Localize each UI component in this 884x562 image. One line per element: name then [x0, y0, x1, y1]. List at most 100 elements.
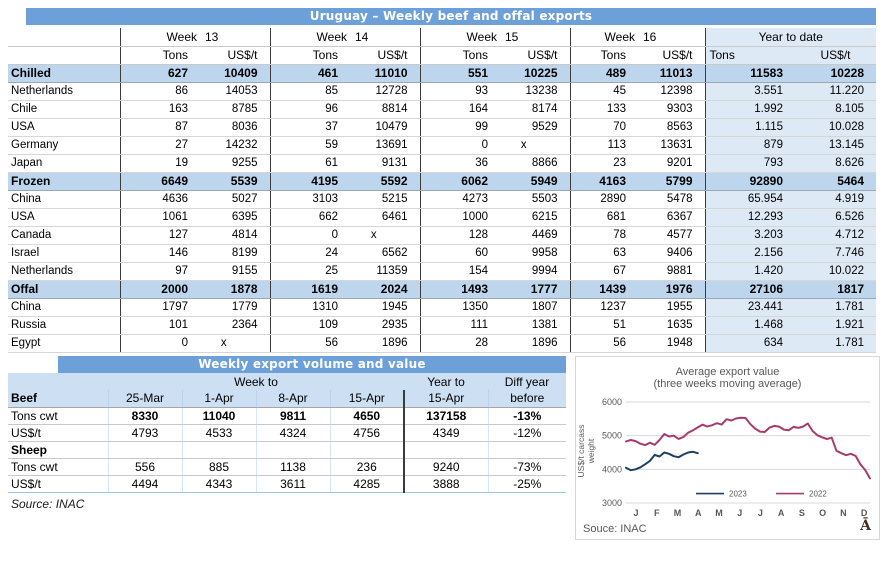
value-cell: 6562 — [350, 244, 420, 263]
value-cell: 92890 — [704, 171, 795, 191]
value-cell: 60 — [419, 244, 500, 263]
export-value-chart: Average export value (three weeks moving… — [575, 356, 880, 540]
value-cell: 627 — [119, 63, 200, 83]
value-cell: 109 — [269, 316, 350, 335]
value-cell: 59 — [269, 136, 350, 155]
value-cell: 10409 — [200, 63, 270, 83]
date-header: 8-Apr — [255, 390, 330, 408]
value-cell: 128 — [419, 226, 500, 245]
value-cell: 133 — [569, 100, 638, 119]
section-row-offal: Offal 2000 1878 1619 2024 1493 1777 1439 1976 271… — [8, 279, 876, 299]
value-cell: 85 — [269, 82, 350, 101]
value-cell: 13631 — [638, 136, 705, 155]
country-row-canada: Canada 127 4814 0 x 128 4469 78 4577 3.203 4.712 — [8, 226, 876, 245]
value-cell: 37 — [269, 118, 350, 137]
exports-table: Week 13 Week 14 Week 15 Week 16 Year to date Tons… — [8, 28, 876, 353]
week-to-header: Week to — [108, 373, 404, 390]
value-cell: 1.781 — [795, 334, 876, 353]
series-2023 — [625, 450, 699, 472]
country-row-china: China 1797 1779 1310 1945 1350 1807 1237 1955 23.… — [8, 298, 876, 317]
value-cell: 1635 — [638, 316, 705, 335]
row-label: US$/t — [8, 424, 108, 442]
value-cell: 1493 — [419, 279, 500, 299]
value-cell: 2364 — [200, 316, 270, 335]
row-label: Tons cwt — [8, 458, 108, 476]
x-tick-label: M — [715, 508, 723, 518]
value-cell: 6649 — [119, 171, 200, 191]
usd-unit-header: US$/t — [638, 46, 705, 65]
value-cell: 3888 — [403, 475, 488, 493]
value-cell: 27 — [119, 136, 200, 155]
value-cell: 12728 — [350, 82, 420, 101]
value-cell: 1797 — [119, 298, 200, 317]
value-cell: 13691 — [350, 136, 420, 155]
value-cell: 3103 — [269, 190, 350, 209]
value-cell: 4195 — [269, 171, 350, 191]
value-cell: 7.746 — [795, 244, 876, 263]
row-label: US$/t — [8, 475, 108, 493]
date-header: 1-Apr — [181, 390, 256, 408]
value-cell: 2000 — [119, 279, 200, 299]
value-cell: 681 — [569, 208, 638, 227]
value-cell: x — [200, 334, 270, 353]
value-cell: -13% — [487, 407, 566, 425]
value-cell: 146 — [119, 244, 200, 263]
series-2022 — [625, 416, 871, 480]
value-cell: x — [500, 136, 570, 155]
value-cell: 8330 — [107, 407, 182, 425]
year-to-header: Year to — [404, 373, 488, 390]
value-cell: 4636 — [119, 190, 200, 209]
value-cell: 3611 — [255, 475, 330, 493]
value-cell: 1948 — [638, 334, 705, 353]
value-cell: 154 — [419, 262, 500, 281]
x-tick-label: M — [674, 508, 682, 518]
row-label: China — [8, 190, 120, 209]
value-cell: 4273 — [419, 190, 500, 209]
value-cell: 70 — [569, 118, 638, 137]
country-row-russia: Russia 101 2364 109 2935 111 1381 51 1635 1.468 1.… — [8, 316, 876, 335]
chart-source: Souce: INAC — [583, 523, 647, 535]
value-cell: 4.712 — [795, 226, 876, 245]
value-cell: 1350 — [419, 298, 500, 317]
value-cell: 1817 — [795, 279, 876, 299]
value-cell: 8199 — [200, 244, 270, 263]
country-row-netherlands: Netherlands 86 14053 85 12728 93 13238 45 12398 3… — [8, 82, 876, 101]
value-cell: 9529 — [500, 118, 570, 137]
value-cell: 6461 — [350, 208, 420, 227]
y-tick-label: 6000 — [602, 397, 622, 407]
value-cell: 10228 — [795, 63, 876, 83]
value-cell: 551 — [419, 63, 500, 83]
country-row-egypt: Egypt 0 x 56 1896 28 1896 56 1948 634 1.781 — [8, 334, 876, 353]
value-cell: 1.468 — [704, 316, 795, 335]
value-cell: 4349 — [403, 424, 488, 442]
value-cell: 12.293 — [704, 208, 795, 227]
legend-label-2023: 2023 — [729, 490, 747, 499]
date-header: 25-Mar — [107, 390, 182, 408]
row-label: Netherlands — [8, 262, 120, 281]
value-cell: 99 — [419, 118, 500, 137]
value-cell: 9406 — [638, 244, 705, 263]
value-cell: 2890 — [569, 190, 638, 209]
week-header-label: Week — [419, 28, 500, 47]
value-cell: 78 — [569, 226, 638, 245]
value-cell: 10479 — [350, 118, 420, 137]
value-cell: 6395 — [200, 208, 270, 227]
data-row-tons-cwt-3: Tons cwt 556 885 1138 236 9240 -73% — [8, 458, 566, 476]
value-cell: 1.921 — [795, 316, 876, 335]
value-cell: 127 — [119, 226, 200, 245]
country-row-germany: Germany 27 14232 59 13691 0 x 113 13631 879 13.145 — [8, 136, 876, 155]
value-cell: 662 — [269, 208, 350, 227]
row-label: Netherlands — [8, 82, 120, 101]
x-tick-label: A — [778, 508, 785, 518]
diff-year-header: Diff year — [488, 373, 566, 390]
value-cell: 6367 — [638, 208, 705, 227]
value-cell: 1.781 — [795, 298, 876, 317]
value-cell: 1310 — [269, 298, 350, 317]
value-cell: -73% — [487, 458, 566, 476]
value-cell: 4285 — [329, 475, 404, 493]
legend-label-2022: 2022 — [809, 490, 827, 499]
value-cell: 2935 — [350, 316, 420, 335]
row-label: Japan — [8, 154, 120, 173]
ytd-tons-unit-header: Tons — [704, 46, 795, 65]
